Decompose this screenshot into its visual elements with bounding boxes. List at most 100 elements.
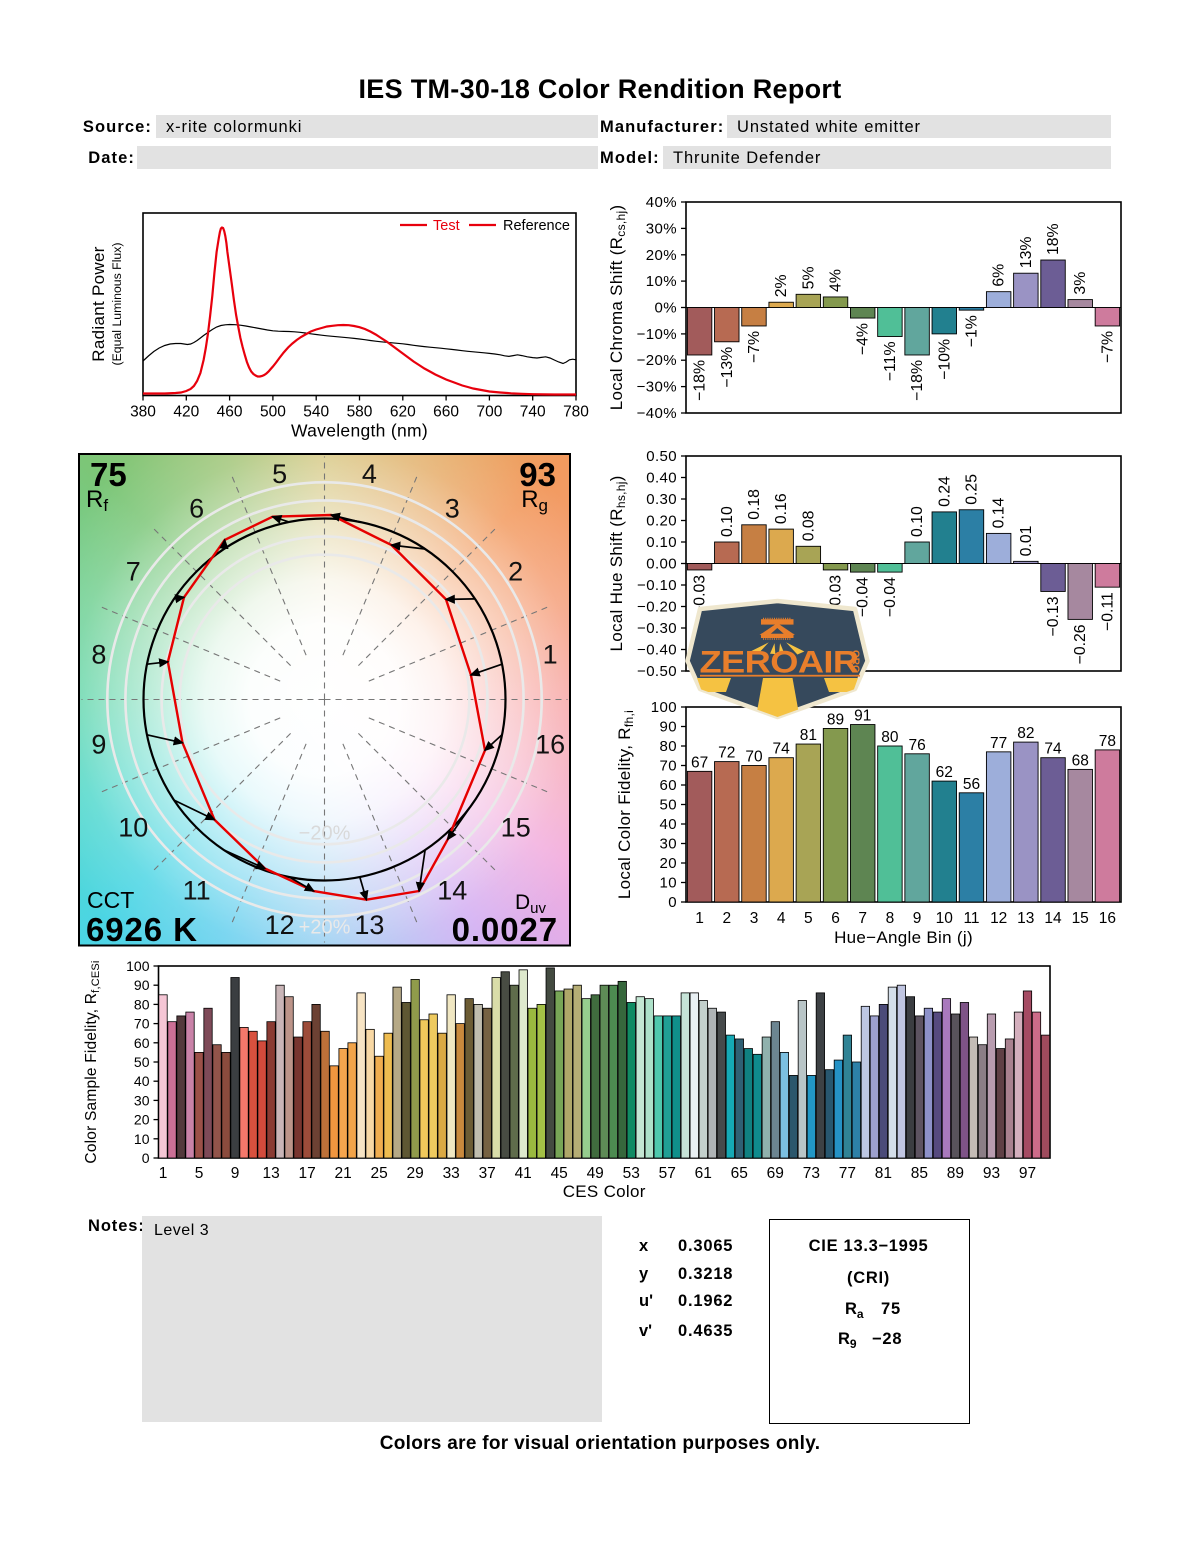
- svg-text:0: 0: [668, 894, 677, 911]
- svg-text:Local Color Fidelity, Rfh,i: Local Color Fidelity, Rfh,i: [615, 710, 636, 899]
- svg-text:15: 15: [1072, 910, 1089, 927]
- svg-text:−18%: −18%: [692, 360, 709, 401]
- svg-text:−0.26: −0.26: [1072, 624, 1089, 664]
- svg-text:18%: 18%: [1045, 223, 1062, 255]
- svg-text:420: 420: [173, 404, 199, 421]
- svg-text:740: 740: [520, 404, 546, 421]
- svg-text:0.24: 0.24: [936, 476, 953, 507]
- svg-text:6926 K: 6926 K: [86, 911, 198, 948]
- svg-text:65: 65: [731, 1165, 748, 1182]
- svg-text:380: 380: [130, 404, 156, 421]
- svg-text:89: 89: [827, 711, 844, 728]
- svg-text:9: 9: [231, 1165, 240, 1182]
- svg-text:69: 69: [767, 1165, 784, 1182]
- svg-text:91: 91: [854, 708, 871, 725]
- svg-text:50: 50: [134, 1054, 150, 1070]
- svg-text:5: 5: [804, 910, 813, 927]
- svg-text:85: 85: [911, 1165, 928, 1182]
- svg-text:Local Hue Shift (Rhs,hj): Local Hue Shift (Rhs,hj): [607, 475, 628, 651]
- svg-text:0.08: 0.08: [800, 510, 817, 541]
- svg-text:Test: Test: [433, 218, 460, 234]
- svg-text:2: 2: [508, 557, 523, 587]
- svg-text:620: 620: [390, 404, 416, 421]
- svg-text:11: 11: [963, 910, 979, 927]
- svg-text:60: 60: [134, 1035, 150, 1051]
- svg-text:0.25: 0.25: [963, 474, 980, 505]
- svg-text:0.18: 0.18: [746, 489, 763, 520]
- svg-text:0%: 0%: [655, 300, 677, 317]
- svg-text:29: 29: [406, 1165, 423, 1182]
- svg-text:8: 8: [886, 910, 895, 927]
- svg-text:37: 37: [479, 1165, 496, 1182]
- svg-text:−0.04: −0.04: [882, 577, 899, 617]
- svg-text:0.10: 0.10: [719, 506, 736, 537]
- svg-text:540: 540: [303, 404, 329, 421]
- svg-text:2: 2: [722, 910, 731, 927]
- svg-text:0.10: 0.10: [909, 506, 926, 537]
- svg-text:−11%: −11%: [882, 342, 899, 382]
- svg-text:50: 50: [660, 797, 678, 814]
- svg-text:9: 9: [91, 729, 106, 759]
- svg-text:460: 460: [217, 404, 243, 421]
- svg-text:4: 4: [362, 459, 377, 489]
- svg-text:1: 1: [543, 640, 558, 670]
- svg-text:4: 4: [777, 910, 786, 927]
- svg-text:40%: 40%: [646, 194, 677, 211]
- svg-text:67: 67: [691, 754, 708, 771]
- svg-text:3: 3: [750, 910, 759, 927]
- svg-text:100: 100: [651, 699, 677, 716]
- svg-text:11: 11: [183, 876, 211, 906]
- svg-text:62: 62: [936, 764, 953, 781]
- svg-text:81: 81: [875, 1165, 892, 1182]
- svg-text:90: 90: [660, 719, 678, 736]
- svg-text:Hue−Angle Bin (j): Hue−Angle Bin (j): [834, 928, 973, 947]
- svg-text:57: 57: [659, 1165, 676, 1182]
- svg-text:80: 80: [660, 738, 678, 755]
- svg-text:45: 45: [551, 1165, 568, 1182]
- svg-text:−30%: −30%: [637, 379, 677, 396]
- svg-text:−20%: −20%: [299, 823, 351, 845]
- svg-text:0.01: 0.01: [1018, 525, 1035, 556]
- svg-text:2%: 2%: [773, 274, 790, 297]
- svg-text:10: 10: [118, 812, 148, 842]
- svg-text:20%: 20%: [646, 247, 677, 264]
- svg-text:10%: 10%: [646, 273, 677, 290]
- svg-text:13: 13: [1017, 910, 1034, 927]
- svg-text:1: 1: [695, 910, 704, 927]
- svg-text:0.30: 0.30: [646, 491, 677, 508]
- svg-text:−7%: −7%: [1099, 331, 1116, 363]
- svg-text:13%: 13%: [1018, 237, 1035, 269]
- svg-text:660: 660: [433, 404, 459, 421]
- svg-text:−10%: −10%: [637, 326, 677, 343]
- svg-text:14: 14: [437, 876, 467, 906]
- svg-text:80: 80: [881, 729, 899, 746]
- svg-text:14: 14: [1044, 910, 1062, 927]
- svg-text:ORG: ORG: [850, 650, 861, 673]
- svg-text:0.16: 0.16: [773, 493, 790, 524]
- svg-text:80: 80: [134, 996, 150, 1012]
- svg-text:−0.11: −0.11: [1099, 592, 1116, 631]
- svg-text:5%: 5%: [800, 266, 817, 289]
- svg-text:93: 93: [983, 1165, 1000, 1182]
- svg-text:Wavelength (nm): Wavelength (nm): [291, 421, 428, 441]
- svg-text:−0.50: −0.50: [637, 663, 677, 680]
- svg-text:13: 13: [262, 1165, 279, 1182]
- svg-text:−20%: −20%: [637, 352, 677, 369]
- svg-text:70: 70: [134, 1016, 150, 1032]
- svg-text:17: 17: [298, 1165, 315, 1182]
- svg-text:9: 9: [913, 910, 922, 927]
- svg-text:10: 10: [660, 875, 678, 892]
- svg-text:Color Sample Fidelity, Rf,CESi: Color Sample Fidelity, Rf,CESi: [83, 960, 102, 1163]
- svg-text:0.10: 0.10: [646, 534, 677, 551]
- svg-text:−40%: −40%: [637, 405, 677, 422]
- svg-text:12: 12: [265, 910, 295, 940]
- svg-text:10: 10: [134, 1131, 150, 1147]
- svg-text:−13%: −13%: [719, 347, 736, 388]
- svg-text:−0.20: −0.20: [637, 599, 677, 616]
- svg-text:−7%: −7%: [746, 331, 763, 363]
- svg-text:1: 1: [159, 1165, 168, 1182]
- svg-text:6%: 6%: [991, 264, 1008, 287]
- svg-text:30: 30: [660, 836, 678, 853]
- svg-text:76: 76: [908, 737, 925, 754]
- svg-text:77: 77: [990, 735, 1007, 752]
